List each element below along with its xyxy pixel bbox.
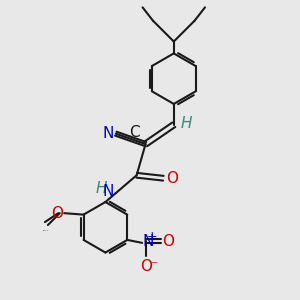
Text: O: O <box>140 259 152 274</box>
Text: O: O <box>166 171 178 186</box>
Text: H: H <box>96 181 107 196</box>
Text: H: H <box>180 116 192 131</box>
Text: C: C <box>130 125 140 140</box>
Text: +: + <box>146 230 157 243</box>
Text: methoxy: methoxy <box>43 230 50 231</box>
Text: N: N <box>143 234 154 249</box>
Text: N: N <box>102 126 113 141</box>
Text: O: O <box>162 234 174 249</box>
Text: ⁻: ⁻ <box>150 259 158 273</box>
Text: O: O <box>51 206 63 221</box>
Text: N: N <box>103 184 114 199</box>
